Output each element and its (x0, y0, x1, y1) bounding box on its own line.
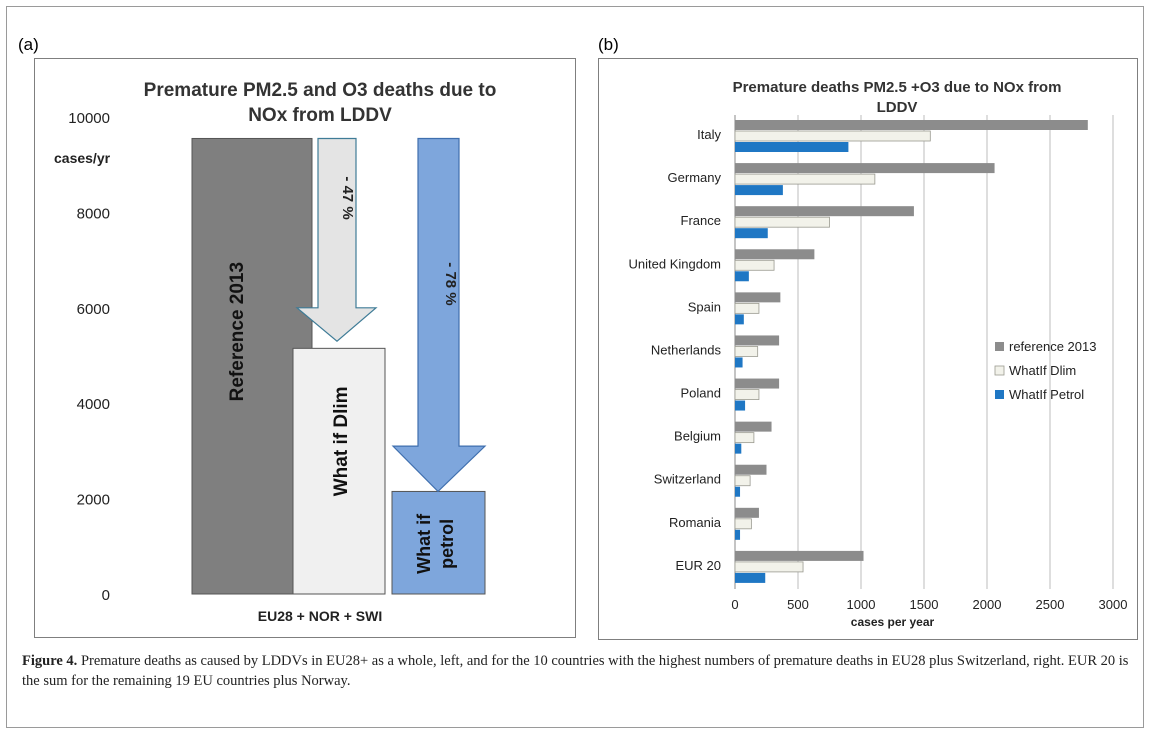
chart-b: Premature deaths PM2.5 +O3 due to NOx fr… (629, 79, 1128, 629)
panel-b-label: (b) (598, 35, 619, 54)
chart-b-bar (735, 120, 1088, 130)
chart-b-bar (735, 572, 766, 583)
panel-a-label: (a) (18, 35, 39, 54)
chart-b-bar (735, 271, 749, 282)
chart-b-category-label: Poland (681, 386, 721, 401)
chart-a-annotation-petrol: - 78 % (442, 262, 459, 305)
chart-a-ylabel: cases/yr (54, 150, 111, 166)
chart-b-xtick-label: 500 (787, 597, 809, 612)
chart-b-bar (734, 346, 759, 357)
chart-b-category-label: Romania (669, 515, 722, 530)
chart-b-xtick-label: 1000 (847, 597, 876, 612)
chart-a-ytick-label: 4000 (77, 396, 110, 413)
chart-a-ytick-label: 6000 (77, 301, 110, 318)
chart-b-title-line-1: Premature deaths PM2.5 +O3 due to NOx fr… (733, 79, 1062, 96)
chart-b-bar (735, 464, 767, 475)
chart-b-category-label: EUR 20 (675, 558, 721, 573)
caption-text: Premature deaths as caused by LDDVs in E… (22, 653, 1129, 689)
chart-b-category-label: Germany (668, 170, 722, 185)
chart-b-xtick-label: 3000 (1099, 597, 1128, 612)
chart-b-legend-swatch (995, 342, 1004, 351)
chart-b-legend-swatch (994, 365, 1005, 376)
chart-b-xtick-label: 2500 (1036, 597, 1065, 612)
chart-b-bar (735, 421, 772, 432)
chart-a-bar (292, 347, 386, 595)
figure-caption: Figure 4. Premature deaths as caused by … (22, 651, 1132, 691)
chart-b-bar (735, 206, 914, 217)
caption-label: Figure 4. (22, 653, 78, 669)
chart-b-bar (734, 216, 830, 228)
chart-a-annotation-dlim: - 47 % (339, 176, 356, 219)
chart-b-bar (734, 259, 775, 271)
chart-b-bar (734, 475, 751, 487)
chart-b-legend-label: WhatIf Petrol (1009, 387, 1084, 402)
chart-b-bar (735, 292, 781, 303)
chart-b-bar (735, 529, 741, 540)
chart-b-bar (734, 302, 760, 314)
chart-b-xtick-label: 0 (731, 597, 738, 612)
chart-b-category-label: France (681, 213, 721, 228)
chart-b-bar (734, 389, 760, 400)
figure-frame (6, 6, 1144, 728)
chart-b-bar (734, 130, 931, 142)
chart-b-bar (735, 142, 849, 152)
chart-a-category-label: Reference 2013 (227, 262, 248, 401)
chart-a-ytick-label: 2000 (77, 492, 110, 509)
chart-a-category-label: What if Dlim (331, 386, 352, 496)
chart-a-bar (191, 137, 313, 595)
chart-b-title-line-2: LDDV (877, 99, 918, 116)
chart-a: Premature PM2.5 and O3 deaths due to NOx … (54, 80, 497, 624)
chart-b-xtick-label: 1500 (910, 597, 939, 612)
chart-b-bar (734, 432, 755, 444)
chart-a-title: Premature PM2.5 and O3 deaths due to NOx … (144, 80, 497, 126)
chart-b-legend-label: WhatIf Dlim (1009, 363, 1076, 378)
chart-b-bar (735, 357, 743, 368)
chart-b-bar (735, 163, 995, 174)
chart-b-xtick-label: 2000 (973, 597, 1002, 612)
chart-b-bar (734, 561, 804, 573)
chart-b-bar (735, 335, 780, 346)
chart-b-legend-label: reference 2013 (1009, 339, 1096, 354)
chart-a-arrow-petrol (391, 137, 487, 493)
chart-a-ytick-label: 0 (102, 587, 110, 604)
chart-a-ytick-label: 8000 (77, 205, 110, 222)
chart-b-bar (735, 550, 864, 561)
chart-b-legend-swatch (995, 390, 1004, 399)
chart-a-title-line-1: Premature PM2.5 and O3 deaths due to (144, 80, 497, 101)
chart-b-box: Premature deaths PM2.5 +O3 due to NOx fr… (598, 58, 1138, 640)
chart-b-bar (735, 185, 783, 196)
chart-a-category-label: What if petrol (414, 513, 457, 574)
chart-a-ytick-label: 10000 (68, 110, 110, 127)
chart-b-bar (735, 507, 759, 518)
chart-b-bar (735, 314, 744, 325)
chart-b-bar (734, 173, 876, 185)
chart-b-bar (735, 400, 746, 411)
chart-a-arrow-dlim (295, 137, 378, 342)
chart-b-bar (735, 228, 768, 239)
chart-b-bar (735, 249, 815, 260)
chart-a-category-label-line-1: What if (414, 513, 434, 574)
chart-b-category-label: Belgium (674, 429, 721, 444)
chart-b-bar (735, 486, 741, 497)
chart-b-bar (735, 378, 780, 389)
chart-b-category-label: Italy (697, 127, 721, 142)
chart-b-category-label: United Kingdom (629, 256, 722, 271)
chart-a-title-line-2: NOx from LDDV (248, 105, 392, 126)
chart-b-xlabel: cases per year (851, 615, 935, 629)
chart-b-category-label: Spain (688, 299, 721, 314)
chart-b-category-label: Netherlands (651, 342, 722, 357)
chart-b-bar (734, 518, 752, 530)
chart-b-category-label: Switzerland (654, 472, 721, 487)
chart-b-bar (735, 443, 742, 454)
chart-a-xlabel: EU28 + NOR + SWI (258, 608, 382, 624)
chart-a-box: Premature PM2.5 and O3 deaths due to NOx … (34, 58, 576, 638)
chart-a-category-label-line-2: petrol (437, 519, 457, 569)
